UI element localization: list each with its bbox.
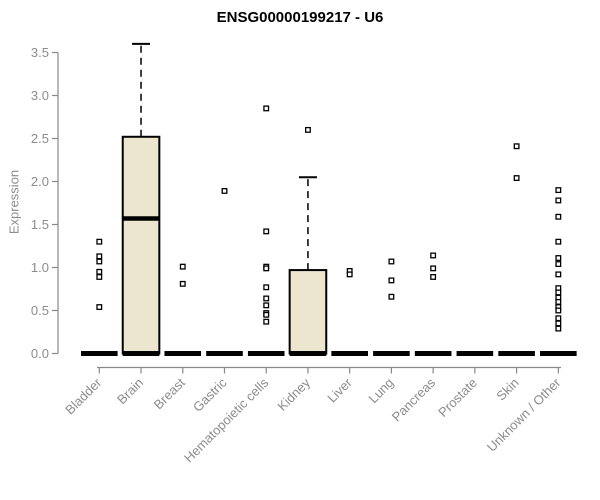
x-tick-label-breast: Breast [151,375,188,412]
outlier-point-unknown-other [555,271,562,278]
outlier-point-hematopoietic-cells [263,228,270,235]
outlier-point-unknown-other [555,261,562,268]
outlier-point-unknown-other [555,238,562,245]
outlier-point-unknown-other [555,320,562,327]
x-tick-label-gastric: Gastric [190,375,230,415]
outlier-point-lung [388,277,395,284]
box-brain [121,135,161,355]
outlier-point-gastric [221,188,228,194]
outlier-point-bladder [96,268,103,275]
x-tick-label-lung: Lung [365,375,396,406]
outlier-point-bladder [96,304,103,311]
outlier-point-breast [179,263,186,270]
outlier-point-hematopoietic-cells [263,311,270,318]
outlier-point-kidney [304,126,311,133]
x-tick-label-liver: Liver [324,375,355,406]
x-tick-label-unknown-other: Unknown / Other [484,375,564,455]
outlier-point-bladder [96,274,103,280]
box-kidney [288,269,328,355]
outlier-point-breast [179,280,186,287]
zero-bar-brain [122,351,160,356]
outlier-point-unknown-other [555,213,562,220]
outlier-point-unknown-other [555,307,562,314]
outlier-point-hematopoietic-cells [263,265,270,272]
x-tick-label-brain: Brain [114,375,146,407]
outlier-point-hematopoietic-cells [263,284,270,291]
zero-bar-unknown-other [540,351,577,356]
x-tick-label-pancreas: Pancreas [389,375,439,425]
y-tick-label: 1.5 [31,217,49,232]
x-tick-label-bladder: Bladder [62,375,105,418]
zero-bar-kidney [289,351,327,356]
outlier-point-lung [388,258,395,265]
zero-bar-prostate [456,351,494,356]
zero-bar-hematopoietic-cells [247,351,285,356]
outlier-point-bladder [96,253,103,260]
y-tick-label: 0.5 [31,303,49,318]
y-tick-label: 2.0 [31,174,49,189]
zero-bar-liver [331,351,368,356]
outlier-point-bladder [96,258,103,265]
outlier-point-unknown-other [555,298,562,305]
outlier-point-unknown-other [555,197,562,204]
x-tick-label-prostate: Prostate [435,375,480,420]
outlier-point-pancreas [430,274,437,280]
outlier-point-hematopoietic-cells [263,105,270,112]
outlier-point-hematopoietic-cells [263,295,270,302]
y-tick-label: 3.0 [31,88,49,103]
x-tick-label-kidney: Kidney [274,375,313,414]
outlier-point-unknown-other [555,315,562,322]
zero-bar-gastric [206,351,243,356]
outlier-point-unknown-other [555,325,562,332]
outlier-point-hematopoietic-cells [263,318,270,325]
zero-bar-pancreas [414,351,452,356]
y-tick-label: 3.5 [31,45,49,60]
outlier-point-liver [346,271,353,278]
outlier-point-unknown-other [555,289,562,296]
chart-title: ENSG00000199217 - U6 [216,9,384,26]
y-tick-label: 0.0 [31,346,49,361]
outlier-point-skin [513,143,520,150]
outlier-point-pancreas [430,265,437,272]
zero-bar-skin [498,351,535,356]
outlier-point-pancreas [430,252,437,259]
x-tick-label-skin: Skin [493,375,521,403]
y-tick-label: 2.5 [31,131,49,146]
y-tick-label: 1.0 [31,260,49,275]
zero-bar-breast [164,351,202,356]
outlier-point-unknown-other [555,187,562,194]
outlier-point-bladder [96,238,103,245]
zero-bar-bladder [81,351,118,356]
outlier-point-lung [388,293,395,300]
outlier-point-hematopoietic-cells [263,302,270,309]
zero-bar-lung [373,351,410,356]
outlier-point-unknown-other [555,255,562,261]
outlier-point-skin [513,175,520,182]
